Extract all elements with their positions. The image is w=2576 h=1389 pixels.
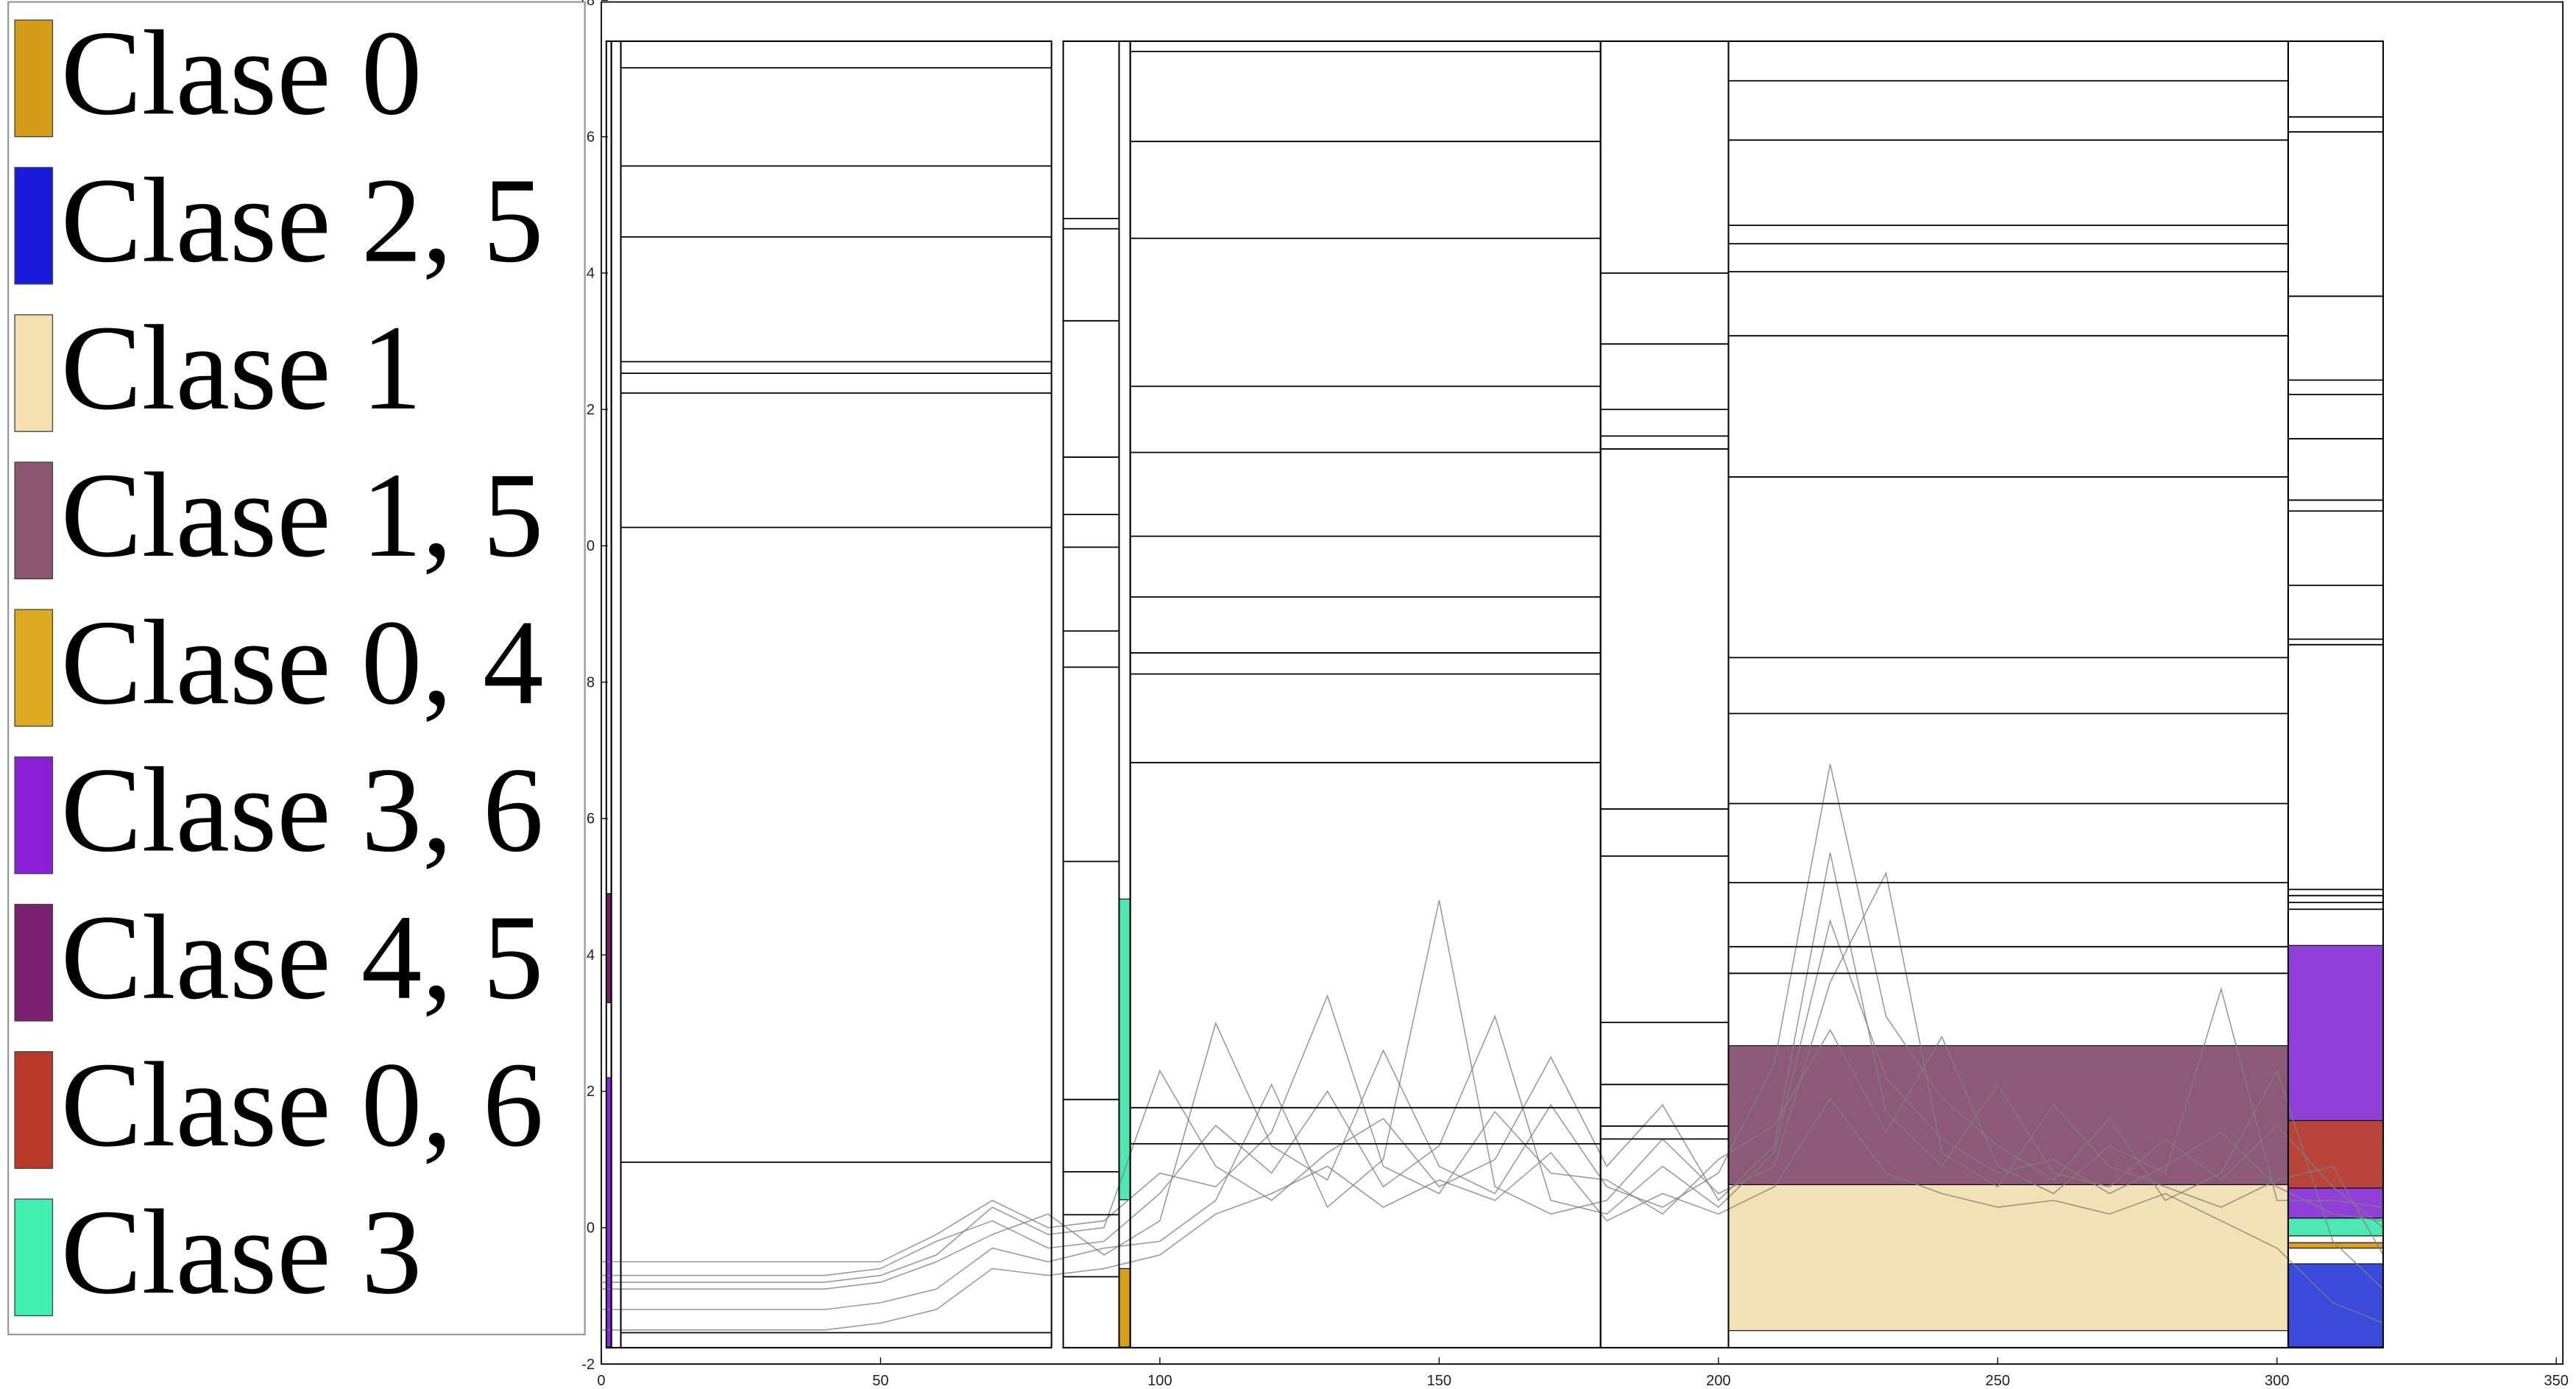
x-tick-label: 250 <box>1986 1373 2011 1389</box>
series-line <box>601 986 2384 1262</box>
series-line <box>601 871 2384 1310</box>
y-tick-label: 2 <box>587 1084 595 1100</box>
legend-label: Clase 0, 4 <box>61 595 544 729</box>
x-tick-label: 150 <box>1427 1373 1452 1389</box>
legend-label: Clase 0 <box>61 5 422 140</box>
series-line <box>601 763 2384 1290</box>
class-region <box>1118 1268 1131 1348</box>
x-tick-label: 300 <box>2265 1373 2290 1389</box>
class-region <box>1118 898 1131 1201</box>
legend-swatch <box>14 314 54 432</box>
legend-swatch <box>14 903 54 1022</box>
segment-frame <box>2287 40 2384 1349</box>
x-tick-label: 100 <box>1147 1373 1172 1389</box>
class-region <box>606 893 612 1003</box>
y-tick-label: 0 <box>587 1220 595 1237</box>
axes-frame <box>601 1 2564 1365</box>
legend-label: Clase 3 <box>61 1184 422 1319</box>
class-region <box>2287 944 2384 1121</box>
legend-label: Clase 0, 6 <box>61 1037 544 1172</box>
legend-swatch <box>14 609 54 727</box>
legend-label: Clase 2, 5 <box>61 153 544 288</box>
x-tick-label: 200 <box>1706 1373 1731 1389</box>
legend-swatch <box>14 462 54 580</box>
y-tick-label: -2 <box>581 1357 595 1373</box>
segment-frame <box>1129 40 1602 1349</box>
series-line <box>601 852 2384 1283</box>
legend-label: Clase 1, 5 <box>61 448 544 582</box>
class-region <box>1727 1045 2289 1186</box>
legend-swatch <box>14 19 54 138</box>
class-region <box>2287 1120 2384 1189</box>
segment-frame <box>620 40 1052 1349</box>
segment-frame <box>1062 40 1120 1349</box>
legend-swatch <box>14 756 54 874</box>
legend-label: Clase 3, 6 <box>61 743 544 877</box>
legend-swatch <box>14 1198 54 1317</box>
legend-label: Clase 1 <box>61 300 422 435</box>
class-region <box>606 1077 612 1348</box>
y-tick-label: 6 <box>587 811 595 827</box>
class-region <box>1727 1184 2289 1332</box>
series-line <box>601 1097 2384 1331</box>
class-region <box>2287 1187 2384 1219</box>
legend-swatch <box>14 166 54 285</box>
segment-frame <box>610 40 622 1349</box>
x-tick-label: 350 <box>2544 1373 2569 1389</box>
legend-swatch <box>14 1051 54 1169</box>
y-tick-label: 4 <box>587 947 595 964</box>
y-tick-label: 8 <box>587 674 595 690</box>
legend-box <box>7 1 586 1336</box>
x-tick-label: 0 <box>597 1373 605 1389</box>
legend-label: Clase 4, 5 <box>61 890 544 1025</box>
x-tick-label: 50 <box>872 1373 888 1389</box>
class-region <box>2287 1263 2384 1348</box>
class-region <box>2287 1217 2384 1237</box>
